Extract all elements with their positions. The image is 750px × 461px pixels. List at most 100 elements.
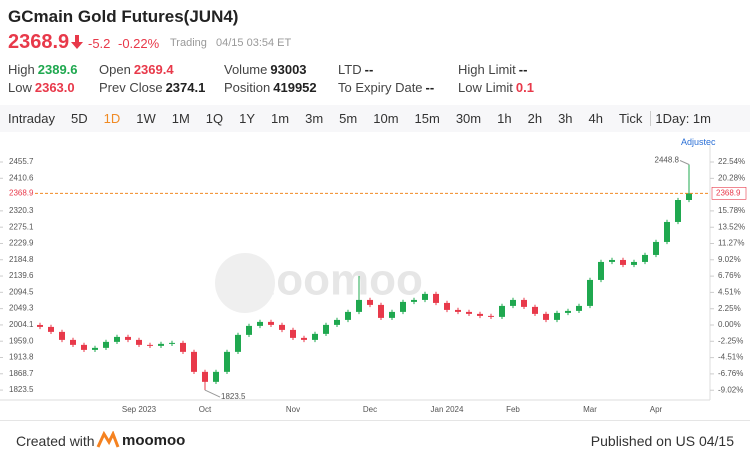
x-tick-label: Mar xyxy=(583,405,597,414)
adjusted-button[interactable]: Adjustec xyxy=(681,137,716,147)
stat: Open 2369.4 xyxy=(99,62,174,77)
candle-body xyxy=(598,261,604,280)
chart: moomoo 2455.72410.62320.32275.12229.9218… xyxy=(0,145,747,414)
tab[interactable]: 5m xyxy=(339,111,358,126)
change-pct: -0.22% xyxy=(118,36,160,51)
y2-tick-label: -4.51% xyxy=(718,353,743,362)
candle-body xyxy=(422,293,428,300)
tab[interactable]: 1M xyxy=(171,111,190,126)
stat-label: High xyxy=(8,62,35,77)
price: 2368.9 xyxy=(8,31,70,53)
tab[interactable]: 3h xyxy=(558,111,573,126)
y2-tick-label: 13.52% xyxy=(718,222,745,231)
candle-body xyxy=(125,336,131,340)
stat: LTD -- xyxy=(338,62,373,77)
candle-body xyxy=(532,306,538,314)
stat: Volume 93003 xyxy=(224,62,307,77)
y2-tick-label: 11.27% xyxy=(718,239,745,248)
candle-body xyxy=(257,321,263,326)
x-tick-label: Feb xyxy=(506,405,520,414)
candle-body xyxy=(444,302,450,310)
x-tick-label: Dec xyxy=(363,405,377,414)
y2-tick-label: -2.25% xyxy=(718,336,743,345)
candle-body xyxy=(169,342,175,344)
tab[interactable]: 4h xyxy=(588,111,603,126)
stat-label: Volume xyxy=(224,62,268,77)
last-price-box xyxy=(0,187,34,200)
y-tick-label: 2229.9 xyxy=(9,239,34,248)
footer-brand: moomoo xyxy=(122,432,186,449)
y-tick-label: 2139.6 xyxy=(9,271,34,280)
stat: To Expiry Date -- xyxy=(338,80,434,95)
candle-body xyxy=(81,344,87,350)
candle-body xyxy=(543,313,549,320)
y2-tick-label: 9.02% xyxy=(718,255,741,264)
candle-body xyxy=(620,259,626,265)
candle-body xyxy=(510,299,516,306)
candle-body xyxy=(279,324,285,330)
time: 04/15 03:54 ET xyxy=(216,37,292,49)
watermark-logo xyxy=(215,253,275,313)
status: Trading xyxy=(170,37,207,49)
candle-body xyxy=(180,342,186,352)
y-tick-label: 2004.1 xyxy=(9,320,34,329)
y-tick-label: 2410.6 xyxy=(9,173,34,182)
candle-body xyxy=(202,371,208,382)
candle-body xyxy=(477,313,483,316)
stat-value: -- xyxy=(364,62,374,77)
candle-body xyxy=(642,254,648,262)
last-price-label-right: 2368.9 xyxy=(716,188,741,197)
candle-body xyxy=(389,311,395,318)
tab[interactable]: Tick xyxy=(619,111,643,126)
tab[interactable]: 1D xyxy=(103,111,121,126)
candle-body xyxy=(70,339,76,345)
change: -5.2 xyxy=(88,36,111,51)
candle-body xyxy=(224,351,230,372)
tab[interactable]: 2h xyxy=(527,111,543,126)
candle-body xyxy=(521,299,527,307)
y-tick-label: 1823.5 xyxy=(9,385,34,394)
stat-value: -- xyxy=(425,80,435,95)
stat: High 2389.6 xyxy=(8,62,78,77)
y2-tick-label: 22.54% xyxy=(718,157,745,166)
stat-label: Low Limit xyxy=(458,80,513,95)
tab[interactable]: 1W xyxy=(136,111,156,126)
y-tick-label: 2455.7 xyxy=(9,157,34,166)
stat-label: Prev Close xyxy=(99,80,163,95)
y2-tick-label: 2.25% xyxy=(718,304,741,313)
footer-created: Created with xyxy=(16,433,95,449)
y-tick-label: 2320.3 xyxy=(9,206,34,215)
y2-tick-label: -9.02% xyxy=(718,385,743,394)
candle-body xyxy=(301,337,307,340)
stat-value: 419952 xyxy=(273,80,317,95)
tab[interactable]: 1m xyxy=(271,111,290,126)
candle-body xyxy=(378,304,384,318)
tab[interactable]: 1Day: 1m xyxy=(650,111,719,126)
tab[interactable]: 1Y xyxy=(239,111,256,126)
y2-tick-label: -6.76% xyxy=(718,369,743,378)
tab[interactable]: 5D xyxy=(70,111,88,126)
tab[interactable]: Intraday xyxy=(8,111,55,126)
tab[interactable]: 3m xyxy=(305,111,324,126)
stat-value: 2374.1 xyxy=(165,80,206,95)
tab[interactable]: 1Q xyxy=(205,111,224,126)
x-tick-label: Nov xyxy=(286,405,300,414)
candle-body xyxy=(246,325,252,335)
y2-tick-label: 15.78% xyxy=(718,206,745,215)
x-tick-label: Sep 2023 xyxy=(122,405,157,414)
candle-body xyxy=(411,299,417,302)
candle-body xyxy=(191,351,197,372)
stat-label: Open xyxy=(99,62,131,77)
tab[interactable]: 1h xyxy=(497,111,512,126)
y-tick-label: 2275.1 xyxy=(9,222,34,231)
stat-value: 0.1 xyxy=(515,80,534,95)
candle-body xyxy=(114,336,120,342)
tab[interactable]: 15m xyxy=(414,111,440,126)
tab[interactable]: 30m xyxy=(455,111,482,126)
candle-body xyxy=(609,259,615,262)
candle-body xyxy=(312,333,318,340)
x-tick-label: Apr xyxy=(650,405,663,414)
stat-value: 2389.6 xyxy=(37,62,78,77)
tab[interactable]: 10m xyxy=(373,111,399,126)
y-tick-label: 2049.3 xyxy=(9,304,34,313)
